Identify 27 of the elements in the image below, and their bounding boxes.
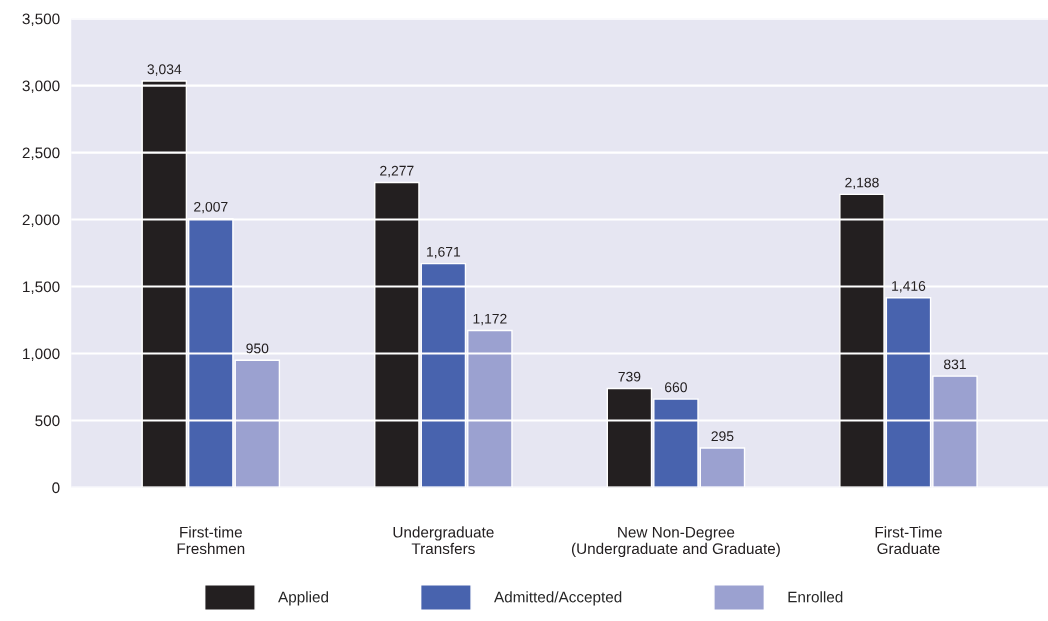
legend-label: Admitted/Accepted <box>494 591 622 606</box>
x-tick-label: New Non-Degree (Undergraduate and Graduate) <box>571 526 780 558</box>
text: 2,007 <box>194 201 228 214</box>
y-tick-label: 1,500 <box>23 281 60 295</box>
y-tick-label: 3,500 <box>22 13 60 27</box>
text: 2,188 <box>845 177 879 190</box>
y-tick-label: 500 <box>35 415 60 427</box>
text: 3,034 <box>147 64 182 76</box>
text: 739 <box>618 371 641 382</box>
y-tick-label: 3,000 <box>22 80 60 94</box>
legend-label: Applied <box>278 591 329 606</box>
legend-label: Enrolled <box>788 591 843 603</box>
text: 1,416 <box>892 281 926 293</box>
x-tick-label: First-time Freshmen <box>177 526 245 555</box>
text: 1,671 <box>427 246 461 259</box>
text: 2,277 <box>380 165 414 178</box>
text: 1,172 <box>473 313 507 326</box>
text: 950 <box>246 343 269 354</box>
x-tick-label: Undergraduate Transfers <box>393 526 494 555</box>
x-tick-label: First-Time Graduate <box>875 526 942 555</box>
y-tick-label: 2,000 <box>22 214 60 228</box>
y-tick-label: 2,500 <box>22 147 60 161</box>
y-tick-label: 1,000 <box>23 348 60 362</box>
y-tick-label: 0 <box>52 482 60 494</box>
text: 295 <box>711 431 734 442</box>
text: 660 <box>665 382 687 393</box>
text: 831 <box>944 359 966 370</box>
